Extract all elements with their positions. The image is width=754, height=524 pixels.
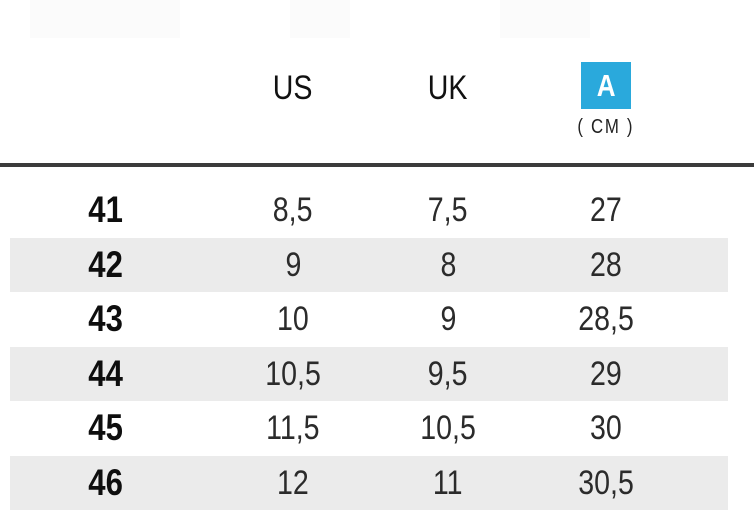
cell-uk: 9 (440, 300, 456, 338)
cell-uk: 11 (433, 463, 463, 502)
cell-cm: 28,5 (578, 300, 634, 338)
cell-cm: 28 (590, 245, 622, 284)
column-header-uk: UK (363, 64, 533, 112)
cell-cm: 29 (590, 354, 622, 393)
cell-cm: 30,5 (578, 463, 634, 502)
cell-eu: 43 (88, 298, 124, 339)
cell-uk: 8 (440, 245, 456, 284)
column-header-us-label: US (273, 69, 313, 107)
column-header-uk-label: UK (428, 69, 468, 107)
table-row: 44 10,5 9,5 29 (10, 346, 728, 401)
column-header-cm-label: ( CM ) (577, 116, 635, 138)
cell-us: 8,5 (273, 191, 313, 229)
foot-length-badge-label: A (596, 67, 616, 103)
header-divider (0, 163, 754, 167)
cell-uk: 7,5 (428, 191, 468, 229)
table-row: 43 10 9 28,5 (10, 292, 728, 347)
cell-us: 12 (277, 463, 309, 502)
cell-us: 11,5 (266, 409, 320, 447)
table-row: 42 9 8 28 (10, 237, 728, 292)
cell-eu: 42 (88, 243, 124, 285)
cell-us: 10,5 (265, 354, 321, 393)
column-header-us: US (208, 64, 378, 112)
cell-eu: 44 (88, 352, 124, 394)
faded-artifact (30, 0, 180, 38)
faded-artifact (290, 0, 350, 38)
size-table-body: 41 8,5 7,5 27 42 9 8 28 43 10 9 28,5 44 … (10, 183, 728, 510)
table-row: 46 12 11 30,5 (10, 455, 728, 510)
table-row: 45 11,5 10,5 30 (10, 401, 728, 456)
cell-eu: 45 (88, 407, 124, 448)
column-header-cm: ( CM ) (521, 116, 691, 139)
faded-artifact (500, 0, 590, 38)
cell-eu: 46 (88, 461, 124, 503)
cell-cm: 30 (590, 409, 622, 447)
cell-eu: 41 (88, 189, 124, 230)
cell-cm: 27 (590, 191, 622, 229)
cell-us: 10 (277, 300, 309, 338)
cell-uk: 9,5 (428, 354, 468, 393)
foot-length-badge: A (581, 62, 631, 109)
cell-us: 9 (285, 245, 301, 284)
cell-uk: 10,5 (420, 409, 476, 447)
table-row: 41 8,5 7,5 27 (10, 183, 728, 238)
